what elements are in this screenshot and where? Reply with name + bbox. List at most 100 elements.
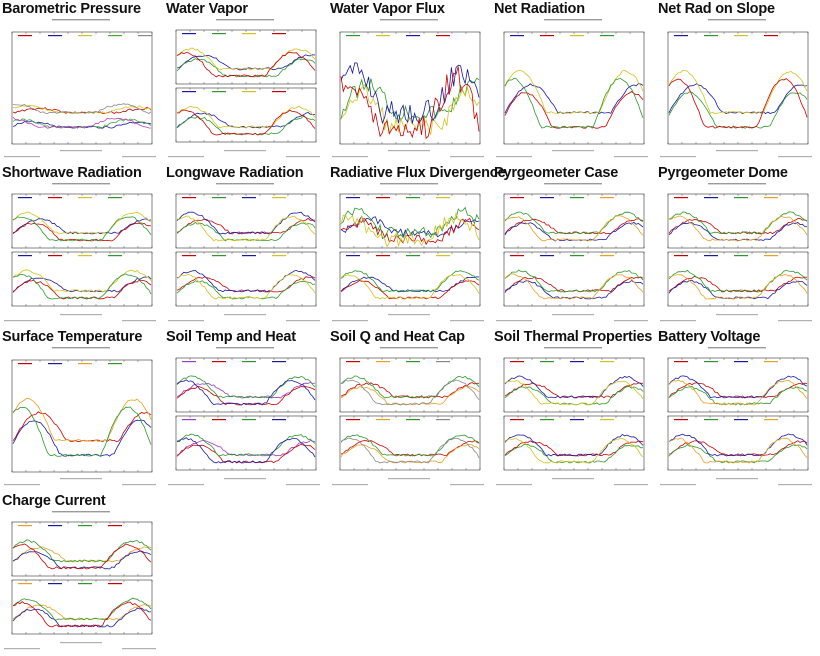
- plot-panel: [11, 31, 153, 145]
- series-line: [176, 433, 316, 457]
- plot-thumbnail-cell: Soil Temp and Heat: [164, 328, 326, 490]
- series-line: [668, 379, 808, 406]
- plot-panel: [503, 357, 645, 413]
- series-line: [176, 115, 316, 136]
- plot-thumbnail-cell: Charge Current: [0, 492, 162, 654]
- plot-panel: [11, 521, 153, 577]
- series-line: [176, 379, 316, 406]
- series-line: [176, 440, 316, 457]
- plot-thumbnail-image[interactable]: [492, 18, 654, 162]
- thumbnail-plot-graphic: [660, 19, 812, 158]
- plot-panel: [339, 193, 481, 249]
- plot-panel: [11, 359, 153, 473]
- series-line: [12, 601, 152, 628]
- plot-thumbnail-image[interactable]: [0, 346, 162, 490]
- plot-panel: [175, 415, 317, 471]
- plot-thumbnail-image[interactable]: [656, 18, 818, 162]
- series-line: [12, 546, 152, 563]
- thumbnail-plot-graphic: [496, 19, 648, 158]
- series-line: [12, 103, 152, 115]
- series-line: [12, 279, 152, 300]
- series-line: [504, 215, 644, 242]
- series-line: [340, 84, 480, 135]
- thumbnail-plot-graphic: [332, 347, 484, 486]
- plot-thumbnail-cell: Shortwave Radiation: [0, 164, 162, 326]
- series-line: [340, 375, 480, 399]
- series-line: [176, 269, 316, 293]
- series-line: [340, 66, 480, 140]
- series-line: [12, 397, 152, 443]
- series-line: [340, 444, 480, 464]
- series-line: [176, 109, 316, 136]
- plot-thumbnail-cell: Soil Q and Heat Cap: [328, 328, 490, 490]
- plot-thumbnail-title: Radiative Flux Divergence: [330, 165, 506, 181]
- series-line: [12, 273, 152, 300]
- series-line: [504, 90, 644, 129]
- plot-panel: [11, 193, 153, 249]
- plot-thumbnail-image[interactable]: [164, 182, 326, 326]
- plot-thumbnail-cell: Barometric Pressure: [0, 0, 162, 162]
- plot-panel: [11, 251, 153, 307]
- plot-thumbnail-cell: Water Vapor: [164, 0, 326, 162]
- series-line: [668, 211, 808, 235]
- plot-thumbnail-image[interactable]: [0, 510, 162, 654]
- thumbnail-plot-graphic: [168, 19, 320, 158]
- plot-thumbnail-image[interactable]: [164, 346, 326, 490]
- plot-panel: [339, 357, 481, 413]
- plot-thumbnail-image[interactable]: [492, 182, 654, 326]
- plot-thumbnail-image[interactable]: [0, 18, 162, 162]
- plot-thumbnail-cell: Soil Thermal Properties: [492, 328, 654, 490]
- series-line: [504, 77, 644, 129]
- plot-thumbnail-image[interactable]: [0, 182, 162, 326]
- series-line: [176, 273, 316, 300]
- series-line: [504, 375, 644, 399]
- series-line: [12, 607, 151, 628]
- plot-thumbnail-title: Soil Thermal Properties: [494, 329, 653, 345]
- series-line: [176, 105, 316, 129]
- series-line: [340, 274, 480, 300]
- plot-thumbnail-cell: Pyrgeometer Dome: [656, 164, 818, 326]
- series-line: [504, 433, 644, 457]
- plot-thumbnail-image[interactable]: [656, 182, 818, 326]
- plot-thumbnail-image[interactable]: [328, 182, 490, 326]
- series-line: [176, 58, 316, 78]
- plot-thumbnail-title: Battery Voltage: [658, 329, 761, 345]
- plot-thumbnail-image[interactable]: [656, 346, 818, 490]
- thumbnail-plot-graphic: [496, 347, 648, 486]
- series-line: [340, 379, 480, 406]
- series-line: [668, 443, 808, 464]
- thumbnail-plot-graphic: [168, 183, 320, 322]
- plot-thumbnail-title: Water Vapor: [166, 1, 248, 17]
- plot-thumbnail-cell: Pyrgeometer Case: [492, 164, 654, 326]
- plot-thumbnail-image[interactable]: [328, 346, 490, 490]
- plot-thumbnail-cell: Surface Temperature: [0, 328, 162, 490]
- series-line: [668, 70, 808, 115]
- series-line: [668, 218, 808, 235]
- thumbnail-plot-graphic: [660, 347, 812, 486]
- plot-thumbnail-title: Soil Temp and Heat: [166, 329, 296, 345]
- plot-panel: [175, 357, 317, 413]
- plot-panel: [175, 87, 317, 143]
- plot-panel: [11, 579, 153, 635]
- series-line: [176, 221, 316, 242]
- series-line: [12, 419, 152, 457]
- series-line: [12, 539, 152, 563]
- plot-thumbnail-cell: Longwave Radiation: [164, 164, 326, 326]
- series-line: [12, 211, 152, 235]
- series-line: [176, 51, 316, 78]
- plot-thumbnail-cell: Radiative Flux Divergence: [328, 164, 506, 326]
- plot-thumbnail-image[interactable]: [492, 346, 654, 490]
- plot-thumbnail-image[interactable]: [328, 18, 490, 162]
- series-line: [12, 107, 152, 115]
- series-line: [340, 211, 480, 248]
- plot-thumbnail-title: Barometric Pressure: [2, 1, 141, 17]
- plot-thumbnail-title: Surface Temperature: [2, 329, 143, 345]
- plot-panel: [175, 193, 317, 249]
- plot-thumbnail-image[interactable]: [164, 18, 326, 162]
- plot-thumbnail-cell: Net Rad on Slope: [656, 0, 818, 162]
- thumbnail-plot-graphic: [332, 183, 484, 322]
- series-line: [12, 406, 152, 457]
- series-line: [340, 62, 480, 125]
- thumbnail-plot-graphic: [660, 183, 812, 322]
- series-line: [668, 275, 808, 293]
